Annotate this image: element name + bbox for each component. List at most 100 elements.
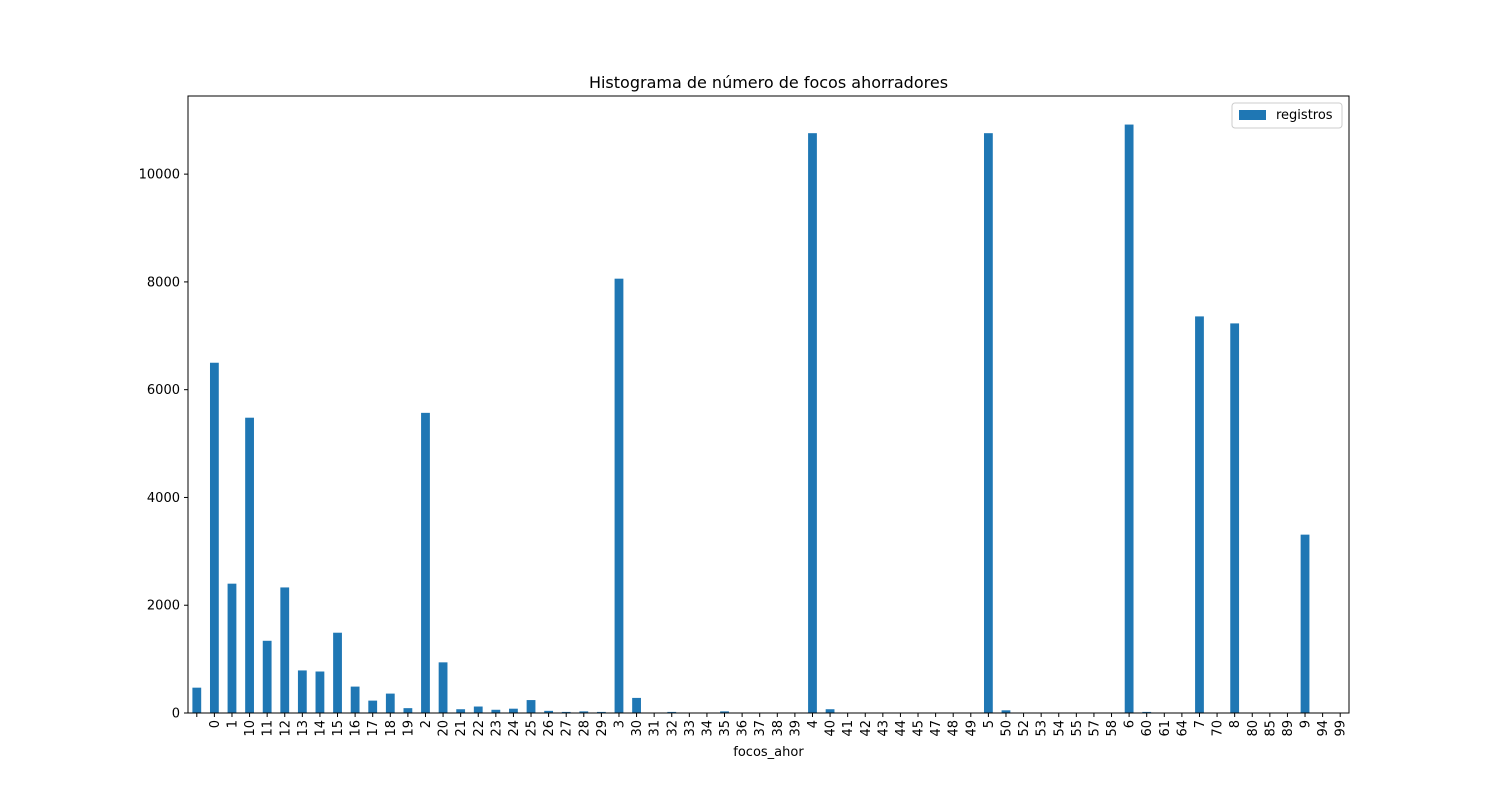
plot-frame [187, 95, 1350, 714]
x-tick-label: 16 [349, 720, 364, 737]
legend-label: registros [1276, 108, 1333, 123]
bar [614, 278, 624, 713]
x-tick-label: 38 [771, 720, 786, 737]
x-tick-label: 6 [1123, 720, 1138, 728]
x-tick-label: 17 [366, 720, 381, 737]
x-tick-label: 57 [1087, 720, 1102, 737]
x-tick-label: 26 [542, 720, 557, 737]
bar [509, 708, 518, 713]
x-tick-label: 50 [999, 720, 1014, 737]
bar [491, 709, 501, 713]
x-ticks-group: 0 1 10 11 12 13 14 15 16 17 18 19 2 20 21 22 23 24 25 26 27 2… [196, 713, 1349, 737]
x-tick-label: 4 [806, 720, 821, 728]
x-tick-label: 11 [261, 720, 276, 737]
bar [561, 711, 571, 713]
x-tick-label: 45 [912, 720, 927, 737]
x-tick-label: 9 [1299, 720, 1314, 728]
bar [1195, 316, 1204, 713]
x-tick-label: 31 [648, 720, 663, 737]
x-tick-label: 13 [296, 720, 311, 737]
bar [1001, 710, 1011, 713]
bar [1124, 124, 1134, 713]
x-tick-label: 61 [1158, 720, 1173, 737]
x-tick-label: 10 [243, 720, 258, 737]
x-tick-label: 55 [1070, 720, 1085, 737]
x-tick-label: 42 [859, 720, 874, 737]
x-tick-label: 0 [208, 720, 223, 728]
x-tick-label: 89 [1281, 720, 1296, 737]
bar [456, 709, 466, 713]
bar [596, 711, 606, 713]
legend-swatch [1239, 110, 1266, 120]
bar [421, 412, 430, 713]
bar [1300, 534, 1310, 713]
x-tick-label: 34 [700, 720, 715, 737]
x-tick-label: 19 [401, 720, 416, 737]
bar [825, 709, 835, 713]
bar [227, 583, 237, 713]
bar [720, 711, 729, 713]
x-tick-label: 43 [876, 720, 891, 737]
x-tick-label: 15 [331, 720, 346, 737]
bar [368, 700, 378, 713]
x-tick-label: 5 [982, 720, 997, 728]
x-tick-label: 28 [577, 720, 592, 737]
x-tick-label: 47 [929, 720, 944, 737]
x-tick-label: 85 [1263, 720, 1278, 737]
x-tick-label: 32 [665, 720, 680, 737]
x-tick-label: 58 [1105, 720, 1120, 737]
x-axis-label: focos_ahor [733, 745, 804, 760]
x-tick-label: 21 [454, 720, 469, 737]
x-tick-label: 37 [753, 720, 768, 737]
x-tick-label: 23 [489, 720, 504, 737]
bar [280, 587, 290, 713]
bar [315, 671, 325, 713]
bar [385, 693, 395, 713]
x-tick-label: 24 [507, 720, 522, 737]
bar [262, 640, 272, 713]
x-tick-label: 1 [225, 720, 240, 728]
x-tick-label: 48 [947, 720, 962, 737]
y-tick-label: 6000 [147, 383, 180, 398]
x-tick-label: 35 [718, 720, 733, 737]
x-tick-label: 40 [824, 720, 839, 737]
bar [403, 708, 413, 713]
x-tick-label: 39 [788, 720, 803, 737]
bar [192, 687, 202, 713]
x-tick-label: 41 [841, 720, 856, 737]
bar [526, 700, 536, 713]
bar [983, 133, 993, 713]
y-tick-label: 2000 [147, 599, 180, 614]
x-tick-label: 12 [278, 720, 293, 737]
bar [438, 662, 448, 713]
x-tick-label: 70 [1211, 720, 1226, 737]
x-tick-label: 30 [630, 720, 645, 737]
x-tick-label: 3 [612, 720, 627, 728]
x-tick-label: 20 [437, 720, 452, 737]
y-tick-label: 0 [172, 707, 180, 722]
bar [297, 670, 307, 713]
x-tick-label: 7 [1193, 720, 1208, 728]
y-ticks-group: 0 2000 4000 6000 8000 10000 [139, 168, 188, 722]
x-tick-label: 49 [964, 720, 979, 737]
x-tick-label: 44 [894, 720, 909, 737]
x-tick-label: 36 [736, 720, 751, 737]
x-tick-label: 2 [419, 720, 434, 728]
bar [632, 697, 641, 713]
x-tick-label: 53 [1035, 720, 1050, 737]
bar [209, 362, 219, 713]
bar [544, 710, 554, 713]
x-tick-label: 60 [1140, 720, 1155, 737]
bar [350, 686, 360, 713]
bar [333, 632, 342, 713]
x-tick-label: 29 [595, 720, 610, 737]
x-tick-label: 54 [1052, 720, 1067, 737]
bar [473, 706, 483, 713]
chart-title: Histograma de número de focos ahorradore… [589, 73, 948, 92]
x-tick-label: 64 [1175, 720, 1190, 737]
x-tick-label: 14 [313, 720, 328, 737]
legend: registros [1231, 102, 1343, 129]
x-tick-label: 25 [525, 720, 540, 737]
y-tick-label: 8000 [147, 275, 180, 290]
